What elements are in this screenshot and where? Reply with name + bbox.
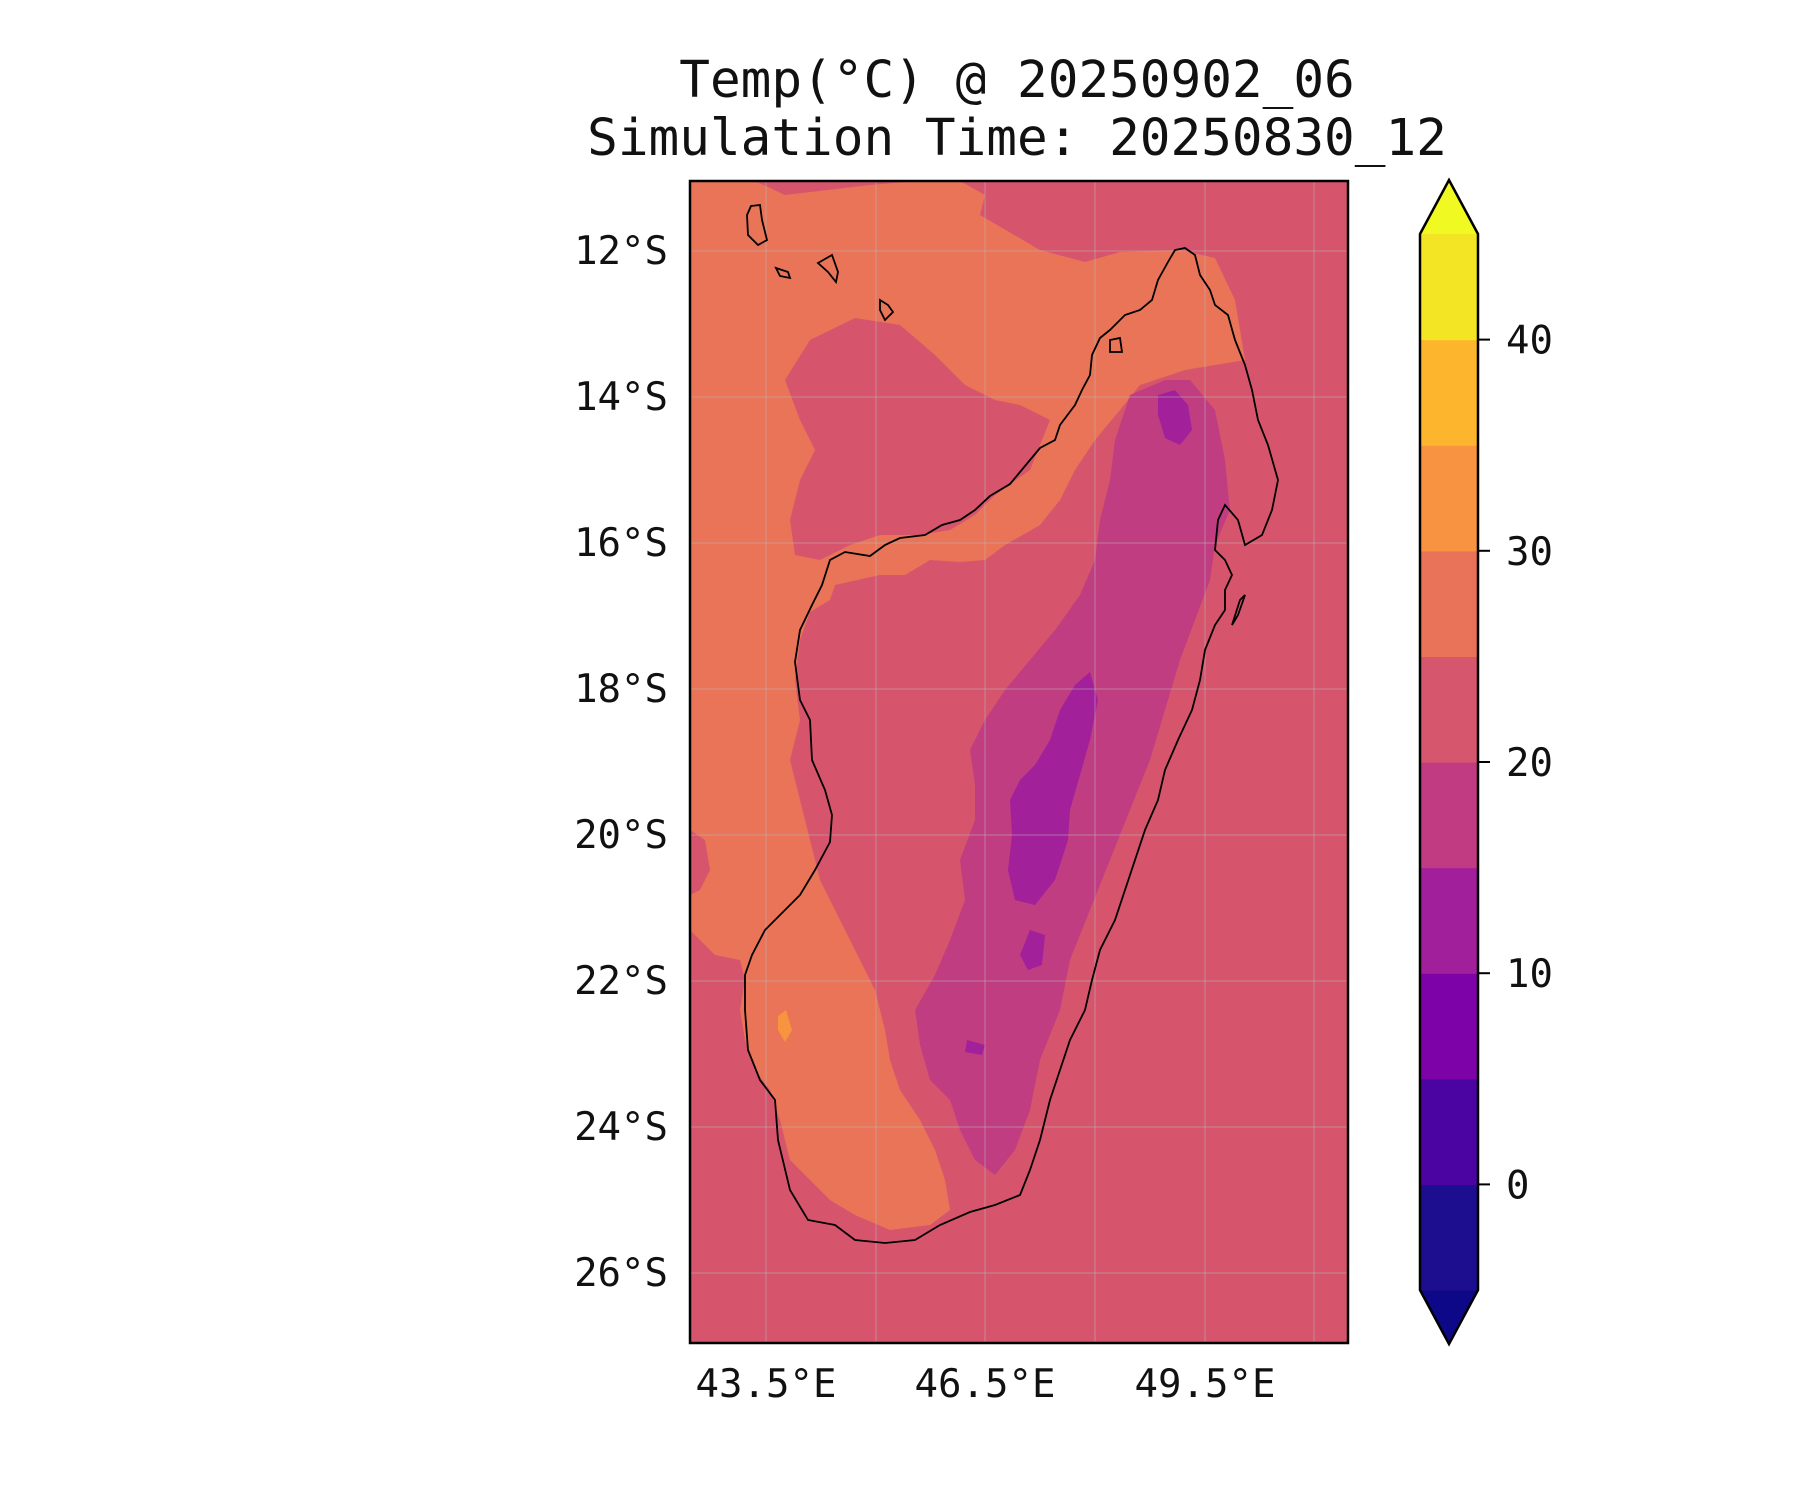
colorbar-tick-label: 0 bbox=[1506, 1163, 1529, 1208]
contour-band-20-25-channel bbox=[785, 318, 1050, 560]
colorbar-tick-label: 30 bbox=[1506, 530, 1553, 575]
lon-tick-label: 43.5°E bbox=[696, 1362, 837, 1407]
contour-band-10-15-south bbox=[1020, 930, 1045, 970]
chart-subtitle: Simulation Time: 20250830_12 bbox=[587, 109, 1447, 168]
colorbar-segment bbox=[1420, 973, 1478, 1080]
colorbar-segment bbox=[1420, 656, 1478, 763]
colorbar: 0 10 20 30 40 bbox=[1418, 177, 1553, 1347]
colorbar-segment bbox=[1420, 762, 1478, 869]
coastline bbox=[744, 204, 1279, 1244]
colorbar-segment bbox=[1420, 339, 1478, 446]
lat-tick-label: 16°S bbox=[574, 521, 668, 566]
contour-band-30-35 bbox=[778, 1010, 792, 1042]
lat-tick-label: 20°S bbox=[574, 813, 668, 858]
madagascar-coastline bbox=[744, 247, 1279, 1244]
lon-tick-label: 46.5°E bbox=[915, 1362, 1056, 1407]
colorbar-tick-label: 40 bbox=[1506, 319, 1553, 364]
gridlines bbox=[690, 181, 1348, 1343]
colorbar-segment bbox=[1420, 1184, 1478, 1291]
latitude-axis: 12°S 14°S 16°S 18°S 20°S 22°S 24°S 26°S bbox=[574, 229, 668, 1296]
lat-tick-label: 22°S bbox=[574, 959, 668, 1004]
lon-tick-label: 49.5°E bbox=[1135, 1362, 1276, 1407]
colorbar-segment bbox=[1420, 234, 1478, 341]
contour-band-10-15-north bbox=[1158, 390, 1192, 445]
colorbar-segment bbox=[1420, 550, 1478, 657]
comoros-moheli bbox=[774, 266, 792, 280]
mayotte bbox=[879, 298, 895, 322]
colorbar-extend-max bbox=[1420, 180, 1478, 234]
contour-band-20-25-w bbox=[690, 830, 710, 895]
temperature-contours bbox=[690, 181, 1245, 1230]
lat-tick-label: 14°S bbox=[574, 375, 668, 420]
contour-band-20-25-sw bbox=[690, 970, 735, 1140]
longitude-axis: 43.5°E 46.5°E 49.5°E bbox=[696, 1362, 1276, 1407]
contour-band-10-15-spot bbox=[965, 1040, 985, 1055]
colorbar-tick-label: 20 bbox=[1506, 741, 1553, 786]
colorbar-segment bbox=[1420, 867, 1478, 974]
lat-tick-label: 24°S bbox=[574, 1105, 668, 1150]
colorbar-outline bbox=[1418, 177, 1480, 1347]
map-frame bbox=[688, 179, 1350, 1345]
nosy-boraha bbox=[1231, 594, 1246, 626]
map-panel bbox=[688, 179, 1350, 1345]
comoros-grande-comore bbox=[746, 204, 769, 247]
colorbar-segment bbox=[1420, 445, 1478, 552]
lat-tick-label: 18°S bbox=[574, 667, 668, 712]
chart-title: Temp(°C) @ 20250902_06 bbox=[679, 51, 1355, 110]
contour-band-10-15-central bbox=[1008, 672, 1098, 905]
nosy-be bbox=[1109, 336, 1124, 353]
comoros-anjouan bbox=[816, 253, 839, 285]
colorbar-extend-min bbox=[1420, 1290, 1478, 1344]
colorbar-segment bbox=[1420, 1078, 1478, 1185]
lat-tick-label: 26°S bbox=[574, 1251, 668, 1296]
colorbar-tick-label: 10 bbox=[1506, 952, 1553, 997]
lat-tick-label: 12°S bbox=[574, 229, 668, 274]
